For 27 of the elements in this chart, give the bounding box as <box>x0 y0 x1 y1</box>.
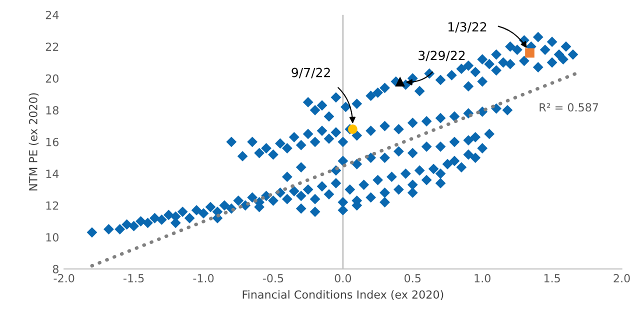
point <box>525 48 534 58</box>
annotation: 3/29/22 <box>418 50 465 62</box>
x-tick-label: 1.0 <box>474 274 490 282</box>
x-tick-label: 2.0 <box>614 274 630 282</box>
y-tick-label: 12 <box>46 201 58 210</box>
point <box>395 76 406 86</box>
annotation: 9/7/22 <box>292 68 330 78</box>
x-tick-label: 0.5 <box>404 274 421 282</box>
annotation: R² = 0.587 <box>540 103 598 112</box>
y-tick-label: 24 <box>46 10 59 20</box>
y-tick-label: 20 <box>46 74 58 83</box>
x-tick-label: 1.5 <box>544 274 560 282</box>
x-axis-title: Financial Conditions Index (ex 2020) <box>242 290 444 300</box>
y-tick-label: 8 <box>52 264 58 274</box>
x-tick-label: -1.5 <box>124 274 144 282</box>
y-tick-label: 10 <box>46 233 58 242</box>
y-tick-label: 18 <box>46 106 58 115</box>
x-tick-label: -0.5 <box>262 274 284 282</box>
point <box>348 124 358 134</box>
x-tick-label: -2.0 <box>54 274 74 282</box>
y-tick-label: 14 <box>46 170 59 178</box>
y-axis-title: NTM PE (ex 2020) <box>28 93 39 190</box>
annotation: 1/3/22 <box>448 22 486 33</box>
y-tick-label: 16 <box>46 138 59 146</box>
x-tick-label: 0.0 <box>334 274 352 282</box>
y-tick-label: 22 <box>46 42 58 51</box>
x-tick-label: -1.0 <box>193 274 214 282</box>
